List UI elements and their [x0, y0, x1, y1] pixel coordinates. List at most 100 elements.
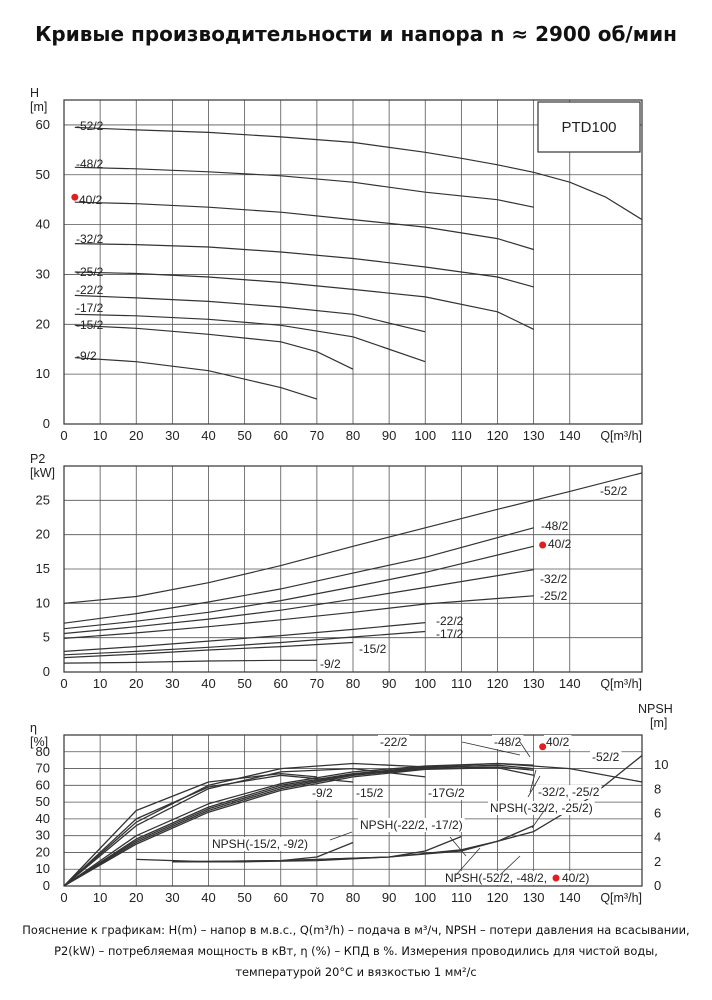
efficiency-annotation: 40/2)	[562, 871, 589, 885]
footnote-line-3: температурой 20°C и вязкостью 1 мм²/с	[235, 965, 477, 979]
y-tick-label: 0	[43, 664, 50, 679]
annotation-bg	[492, 735, 524, 749]
annotation-leader	[329, 831, 353, 841]
x-tick-label: 140	[559, 428, 581, 443]
y2-tick-label: 10	[654, 757, 668, 772]
x-tick-label: 140	[559, 890, 581, 905]
annotation-bg	[426, 786, 467, 800]
annotation-bg	[378, 735, 410, 749]
head-curve	[74, 166, 534, 208]
head-curve-label: 40/2	[79, 193, 103, 207]
y-axis-unit: [%]	[30, 735, 48, 749]
x-tick-label: 0	[60, 890, 67, 905]
x-tick-label: 70	[310, 676, 324, 691]
head-chart-panel: 0 10 20 30 40 50 60 70 80 90 100 110 120 130 140 0 10 20 3…	[30, 86, 643, 443]
footnote-line-1: Пояснение к графикам: H(m) – напор в м.в…	[22, 923, 690, 937]
head-curve-label: -48/2	[76, 157, 104, 171]
efficiency-curve	[63, 774, 354, 887]
x-tick-label: 70	[310, 428, 324, 443]
efficiency-curve	[63, 767, 426, 887]
y-tick-label: 10	[36, 595, 50, 610]
power-curve	[63, 595, 534, 639]
x-tick-label: 80	[346, 428, 360, 443]
head-curve	[74, 294, 426, 333]
x-tick-label: 100	[414, 676, 436, 691]
x-tick-label: 30	[165, 428, 179, 443]
x-tick-label: 90	[382, 890, 396, 905]
x-tick-label: 110	[451, 890, 472, 905]
x-tick-label: 30	[165, 890, 179, 905]
x-axis-label: Q[m³/h]	[600, 891, 642, 905]
y-tick-label: 80	[36, 744, 50, 759]
x-tick-label: 70	[310, 890, 324, 905]
x-tick-label: 30	[165, 676, 179, 691]
efficiency-annotation: 40/2	[546, 735, 570, 749]
annotation-bg	[560, 871, 592, 885]
efficiency-curve	[63, 762, 426, 887]
head-curve	[74, 201, 534, 251]
y-tick-label: 25	[36, 492, 50, 507]
plot-frame	[63, 734, 643, 887]
head-curve-label: -22/2	[76, 283, 104, 297]
y2-axis-unit: [m]	[650, 716, 667, 730]
highlight-dot	[71, 193, 79, 201]
annotation-leader	[449, 836, 467, 857]
x-tick-label: 40	[201, 676, 215, 691]
model-box	[537, 101, 641, 153]
power-curve-label: -15/2	[359, 642, 387, 656]
x-tick-label: 50	[237, 676, 251, 691]
head-curve-label: -32/2	[76, 232, 104, 246]
efficiency-curve	[63, 764, 534, 887]
power-curve-label: -17/2	[436, 627, 464, 641]
y2-tick-label: 4	[654, 830, 661, 845]
efficiency-annotation: -17G/2	[428, 786, 465, 800]
plot-frame	[63, 99, 643, 425]
y-tick-label: 70	[36, 761, 50, 776]
head-curve	[74, 313, 426, 363]
annotation-leader	[455, 847, 481, 876]
x-tick-label: 50	[237, 428, 251, 443]
annotation-leader	[531, 807, 547, 829]
head-curve-label: -25/2	[76, 265, 104, 279]
y-axis-label: P2	[30, 452, 45, 466]
page-title: Кривые производительности и напора n ≈ 2…	[35, 22, 677, 46]
power-curve-label: -48/2	[541, 519, 569, 533]
y-tick-label: 0	[43, 878, 50, 893]
x-tick-label: 80	[346, 676, 360, 691]
efficiency-annotation: -32/2, -25/2	[538, 785, 600, 799]
power-curve-label: -32/2	[540, 572, 568, 586]
power-curve-label: -52/2	[600, 484, 628, 498]
efficiency-annotation: NPSH(-15/2, -9/2)	[212, 837, 308, 851]
y-tick-label: 50	[36, 794, 50, 809]
annotation-bg	[210, 837, 310, 851]
highlight-dot	[539, 743, 547, 751]
power-curve-label: 40/2	[548, 537, 572, 551]
power-curve	[63, 569, 534, 635]
annotation-leader	[519, 741, 531, 758]
x-tick-label: 100	[414, 428, 436, 443]
power-curve-label: -9/2	[320, 657, 341, 671]
y-tick-label: 10	[36, 861, 50, 876]
y-tick-label: 5	[43, 630, 50, 645]
x-tick-label: 120	[487, 428, 509, 443]
power-curve	[63, 527, 534, 624]
efficiency-chart-panel: 0 10 20 30 40 50 60 70 80 90 100 110 120 130 140010203…	[30, 702, 673, 905]
x-tick-label: 130	[523, 890, 545, 905]
x-tick-label: 60	[274, 676, 288, 691]
efficiency-curve	[63, 767, 534, 887]
efficiency-curve	[63, 766, 534, 887]
head-curve	[74, 126, 643, 221]
annotation-bg	[544, 735, 572, 749]
x-tick-label: 10	[93, 676, 107, 691]
efficiency-annotation: -52/2	[592, 750, 620, 764]
y-tick-label: 30	[36, 828, 50, 843]
chart-footnote: Пояснение к графикам: H(m) – напор в м.в…	[20, 920, 692, 983]
x-tick-label: 90	[382, 676, 396, 691]
x-tick-label: 60	[274, 890, 288, 905]
power-curve	[63, 641, 354, 659]
annotation-leader	[461, 741, 521, 756]
y2-tick-label: 0	[654, 878, 661, 893]
head-curve-label: -15/2	[76, 318, 104, 332]
x-tick-label: 110	[451, 676, 472, 691]
x-tick-label: 130	[523, 676, 545, 691]
